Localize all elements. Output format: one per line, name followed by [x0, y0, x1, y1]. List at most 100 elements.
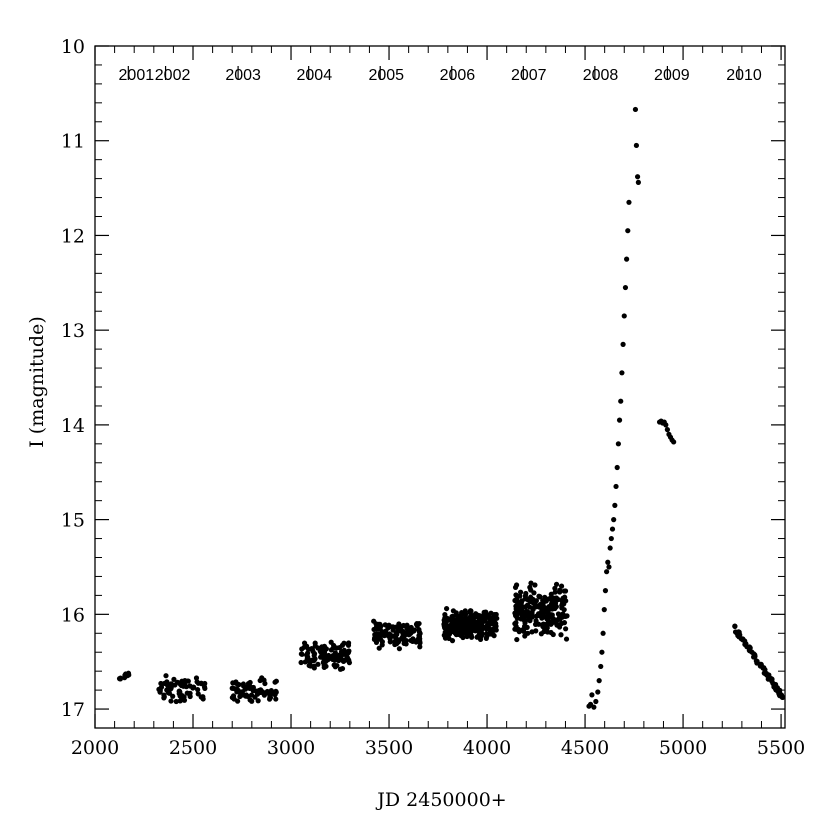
- year-label: 2001: [119, 67, 155, 84]
- data-point: [401, 639, 408, 645]
- data-point: [454, 612, 460, 619]
- data-point: [482, 618, 488, 624]
- data-point: [525, 630, 531, 636]
- plot-frame: [94, 45, 786, 729]
- data-point: [619, 370, 625, 376]
- data-point: [600, 630, 606, 636]
- data-point: [342, 650, 348, 656]
- data-point: [328, 639, 334, 645]
- data-point: [606, 564, 612, 570]
- data-point: [406, 632, 412, 638]
- data-point: [624, 256, 630, 262]
- data-point: [255, 698, 261, 704]
- data-point: [548, 629, 554, 636]
- data-point: [559, 602, 565, 609]
- data-point: [163, 673, 169, 679]
- data-point: [345, 642, 352, 648]
- data-point: [734, 630, 740, 636]
- data-point: [173, 698, 179, 705]
- data-point: [464, 633, 470, 640]
- data-point: [312, 643, 318, 649]
- data-point: [187, 691, 193, 697]
- data-point: [613, 483, 619, 490]
- year-label: 2003: [225, 67, 261, 84]
- data-point: [459, 628, 465, 634]
- data-point: [330, 645, 337, 651]
- data-point: [521, 628, 527, 634]
- data-point: [301, 640, 308, 646]
- data-point: [611, 517, 617, 523]
- y-tick-label: 10: [61, 36, 85, 58]
- data-point: [557, 612, 563, 618]
- data-point: [563, 636, 570, 642]
- data-point: [181, 697, 188, 703]
- data-point: [485, 612, 491, 619]
- year-label: 2005: [368, 67, 404, 84]
- data-point: [772, 681, 779, 688]
- x-tick-label: 4000: [463, 737, 511, 759]
- data-point: [444, 615, 450, 621]
- y-tick-label: 12: [61, 225, 85, 247]
- data-point: [244, 684, 250, 690]
- data-point: [393, 635, 399, 641]
- data-point: [483, 631, 489, 637]
- data-point: [239, 689, 246, 695]
- data-point: [476, 629, 483, 635]
- y-tick-label: 16: [61, 604, 85, 626]
- data-point: [589, 692, 595, 698]
- year-markers: 2001 2002 2003 2004 2005 2006 2007 2008 2009 2010: [119, 66, 762, 84]
- data-point: [754, 660, 760, 666]
- data-point: [490, 627, 496, 633]
- data-point: [167, 687, 173, 693]
- data-point: [380, 632, 386, 638]
- data-point: [607, 545, 613, 551]
- data-point: [198, 680, 204, 686]
- x-axis-title: JD 2450000+: [375, 789, 506, 811]
- data-point: [376, 645, 382, 651]
- data-point: [335, 656, 342, 662]
- data-point: [268, 687, 274, 694]
- data-point: [168, 698, 174, 704]
- data-point: [473, 614, 480, 620]
- data-point: [762, 667, 768, 673]
- data-point: [633, 142, 640, 149]
- y-axis-ticks: 10 11 12 13 14 15 16 17: [61, 36, 785, 729]
- data-point: [559, 598, 565, 604]
- data-point: [513, 597, 520, 603]
- data-point: [562, 613, 569, 619]
- data-point: [247, 697, 253, 703]
- data-point: [615, 441, 621, 447]
- data-point: [671, 439, 677, 445]
- data-point: [258, 688, 264, 694]
- data-point: [524, 624, 530, 630]
- data-point: [555, 616, 562, 622]
- data-point: [321, 649, 328, 655]
- data-point: [531, 590, 537, 596]
- data-point: [609, 526, 616, 532]
- data-point: [341, 640, 347, 646]
- year-label: 2006: [440, 67, 476, 84]
- y-tick-label: 17: [61, 699, 85, 721]
- data-point: [553, 581, 560, 587]
- data-point: [752, 653, 758, 660]
- data-point: [614, 464, 620, 471]
- data-point: [517, 593, 523, 599]
- data-point: [632, 106, 639, 113]
- data-point: [599, 649, 605, 655]
- data-point: [298, 659, 304, 666]
- data-point: [518, 589, 524, 595]
- data-point: [407, 625, 413, 631]
- data-point: [261, 677, 267, 683]
- year-label: 2004: [297, 67, 333, 84]
- y-tick-label: 11: [61, 131, 85, 153]
- data-point: [561, 607, 567, 613]
- data-point: [634, 174, 641, 180]
- data-point: [516, 629, 522, 635]
- y-tick-label: 14: [61, 415, 85, 437]
- data-point: [453, 629, 459, 636]
- data-point: [417, 644, 423, 650]
- data-point: [161, 694, 167, 700]
- y-axis-title: I (magnitude): [26, 316, 48, 447]
- data-point: [457, 617, 463, 623]
- data-point: [532, 582, 538, 588]
